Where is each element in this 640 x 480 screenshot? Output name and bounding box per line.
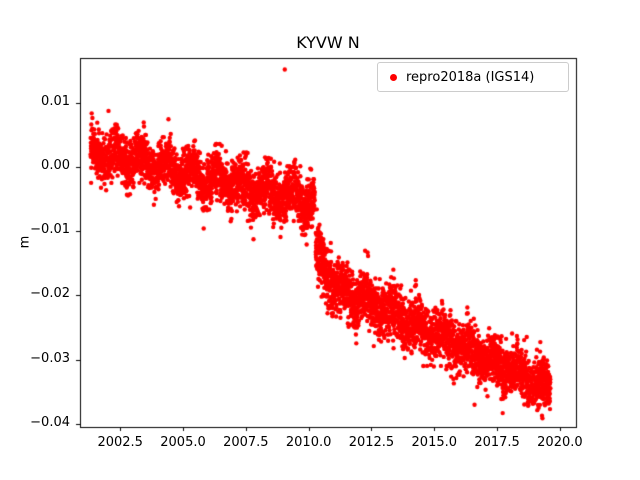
x-tick-label: 2015.0 (411, 435, 458, 450)
x-tick-label: 2012.5 (348, 435, 395, 450)
legend: repro2018a (IGS14) (377, 62, 569, 92)
legend-label: repro2018a (IGS14) (406, 69, 535, 85)
x-tick-label: 2002.5 (97, 435, 143, 450)
x-tick-label: 2005.0 (160, 435, 206, 450)
x-tick-label: 2007.5 (223, 435, 269, 450)
y-tick-label: 0.00 (41, 158, 70, 174)
y-tick-label: −0.02 (30, 286, 70, 302)
x-tick-label: 2010.0 (285, 435, 332, 450)
x-tick-label: 2017.5 (474, 435, 520, 450)
y-tick-label: −0.03 (30, 350, 70, 366)
y-tick-label: −0.04 (30, 414, 70, 430)
y-tick-label: 0.01 (41, 93, 70, 109)
y-tick-label: −0.01 (30, 222, 70, 238)
x-tick-label: 2020.0 (537, 435, 583, 450)
legend-marker-dot-icon (390, 73, 397, 81)
